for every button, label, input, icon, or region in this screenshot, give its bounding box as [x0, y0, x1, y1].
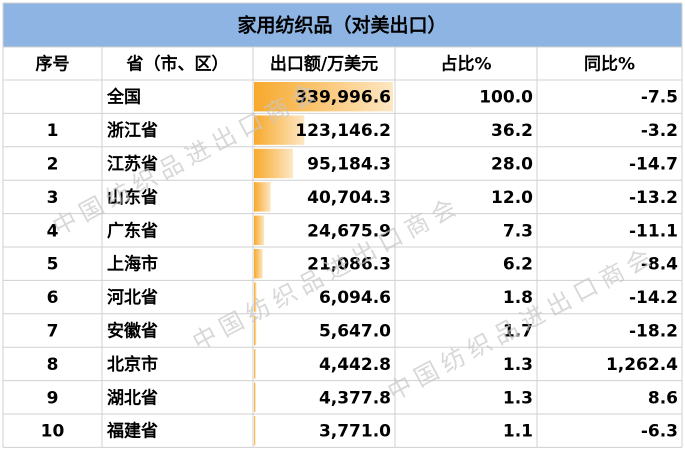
data-bar	[254, 382, 256, 412]
share: 12.0	[491, 188, 533, 208]
rank: 3	[47, 188, 59, 208]
yoy: 8.6	[648, 388, 678, 408]
export-value: 123,146.2	[295, 121, 391, 141]
rank: 7	[47, 322, 59, 342]
province: 河北省	[107, 287, 158, 308]
share: 100.0	[479, 88, 533, 108]
data-bar	[254, 349, 256, 379]
data-bar	[254, 282, 257, 312]
rank: 2	[47, 155, 59, 175]
rank: 4	[47, 221, 59, 241]
yoy: -14.7	[629, 155, 678, 175]
rank: 10	[41, 422, 65, 442]
share: 36.2	[491, 121, 533, 141]
share: 28.0	[491, 155, 533, 175]
share: 7.3	[503, 221, 533, 241]
share: 1.8	[503, 288, 533, 308]
yoy: -13.2	[629, 188, 678, 208]
header-cell: 出口额/万美元	[270, 54, 378, 75]
header-cell: 同比%	[584, 54, 635, 75]
yoy: -3.2	[641, 121, 678, 141]
data-bar	[254, 249, 263, 279]
data-bar	[254, 182, 271, 212]
province: 浙江省	[107, 120, 158, 141]
data-bar	[254, 315, 257, 346]
province: 江苏省	[107, 154, 158, 175]
data-bar	[254, 215, 265, 245]
province: 福建省	[106, 421, 158, 442]
title-bg	[3, 3, 682, 47]
share: 1.3	[503, 388, 533, 408]
province: 上海市	[107, 254, 158, 275]
data-bar	[254, 82, 393, 112]
rank: 6	[47, 288, 59, 308]
export-value: 3,771.0	[319, 422, 391, 442]
export-value: 40,704.3	[307, 188, 391, 208]
export-value: 339,996.6	[295, 88, 391, 108]
header-cell: 占比%	[440, 54, 491, 75]
share: 1.3	[503, 355, 533, 375]
province: 山东省	[107, 187, 158, 208]
yoy: 1,262.4	[606, 355, 678, 375]
share: 6.2	[503, 255, 533, 275]
province: 广东省	[107, 220, 158, 241]
share: 1.7	[503, 322, 533, 342]
export-value: 4,377.8	[319, 388, 391, 408]
data-bar	[254, 148, 293, 179]
export-value: 5,647.0	[319, 322, 391, 342]
yoy: -14.2	[629, 288, 678, 308]
yoy: -6.3	[641, 422, 678, 442]
rank: 5	[47, 255, 59, 275]
data-bar	[254, 416, 256, 446]
yoy: -18.2	[629, 322, 678, 342]
table-title: 家用纺织品（对美出口）	[237, 14, 446, 37]
province: 湖北省	[107, 387, 158, 408]
rank: 9	[47, 388, 59, 408]
export-value: 95,184.3	[307, 155, 391, 175]
yoy: -7.5	[641, 88, 678, 108]
province: 北京市	[107, 354, 158, 375]
export-value: 6,094.6	[319, 288, 391, 308]
export-value: 4,442.8	[319, 355, 391, 375]
export-value: 21,086.3	[307, 255, 391, 275]
share: 1.1	[503, 422, 533, 442]
rank: 1	[47, 121, 59, 141]
yoy: -8.4	[641, 255, 678, 275]
header-cell: 省（市、区）	[126, 54, 229, 75]
province: 全国	[106, 87, 141, 108]
rank: 8	[47, 355, 59, 375]
data-bar	[254, 115, 305, 145]
province: 安徽省	[107, 321, 158, 342]
yoy: -11.1	[629, 221, 678, 241]
export-value: 24,675.9	[307, 221, 391, 241]
header-cell: 序号	[36, 54, 70, 75]
